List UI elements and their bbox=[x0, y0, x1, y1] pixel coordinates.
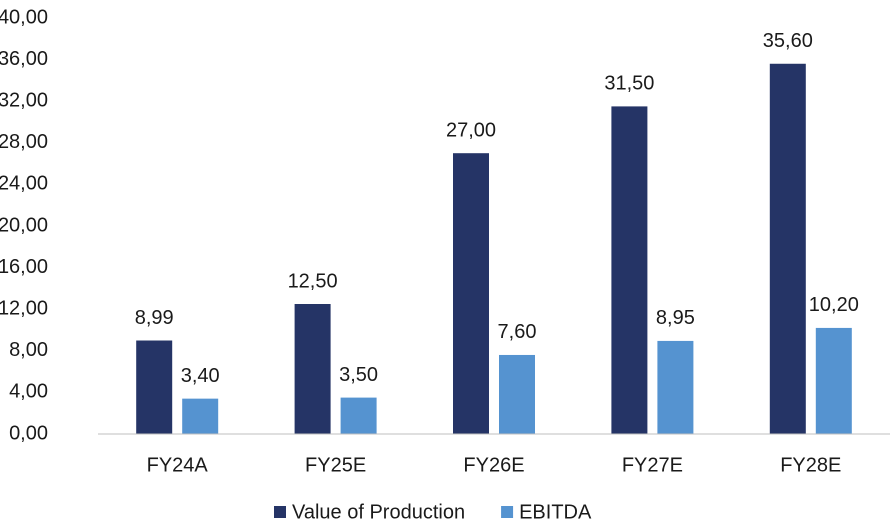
x-tick-label: FY25E bbox=[305, 454, 366, 476]
data-label: 12,50 bbox=[288, 270, 338, 292]
y-tick-label: 8,00 bbox=[9, 339, 48, 361]
bar bbox=[611, 106, 648, 435]
legend-swatch bbox=[274, 506, 286, 518]
y-tick-label: 0,00 bbox=[9, 422, 48, 444]
x-tick-label: FY24A bbox=[147, 454, 209, 476]
legend-label: Value of Production bbox=[292, 501, 465, 523]
bar bbox=[294, 304, 331, 434]
data-label: 10,20 bbox=[809, 294, 859, 316]
data-label: 7,60 bbox=[498, 321, 537, 343]
legend-label: EBITDA bbox=[519, 501, 592, 523]
bar bbox=[340, 397, 377, 434]
data-label: 31,50 bbox=[604, 73, 654, 95]
data-label: 8,95 bbox=[656, 307, 695, 329]
data-label: 3,50 bbox=[339, 364, 378, 386]
bar bbox=[182, 398, 219, 434]
data-label: 3,40 bbox=[181, 365, 220, 387]
y-tick-label: 24,00 bbox=[0, 173, 48, 195]
bar bbox=[657, 340, 694, 434]
x-tick-label: FY26E bbox=[463, 454, 524, 476]
bar bbox=[769, 63, 806, 434]
data-label: 27,00 bbox=[446, 119, 496, 141]
y-tick-label: 16,00 bbox=[0, 256, 48, 278]
y-tick-label: 12,00 bbox=[0, 297, 48, 319]
data-label: 35,60 bbox=[763, 30, 813, 52]
y-tick-label: 28,00 bbox=[0, 131, 48, 153]
x-tick-label: FY27E bbox=[622, 454, 683, 476]
data-label: 8,99 bbox=[135, 307, 174, 329]
y-tick-label: 36,00 bbox=[0, 48, 48, 70]
bar bbox=[136, 340, 173, 434]
y-tick-label: 40,00 bbox=[0, 6, 48, 28]
y-tick-label: 32,00 bbox=[0, 89, 48, 111]
y-tick-label: 20,00 bbox=[0, 214, 48, 236]
y-tick-label: 4,00 bbox=[9, 381, 48, 403]
legend-swatch bbox=[501, 506, 514, 518]
bar bbox=[499, 354, 535, 434]
bar bbox=[815, 327, 852, 434]
bar bbox=[453, 153, 489, 434]
x-tick-label: FY28E bbox=[780, 454, 841, 476]
